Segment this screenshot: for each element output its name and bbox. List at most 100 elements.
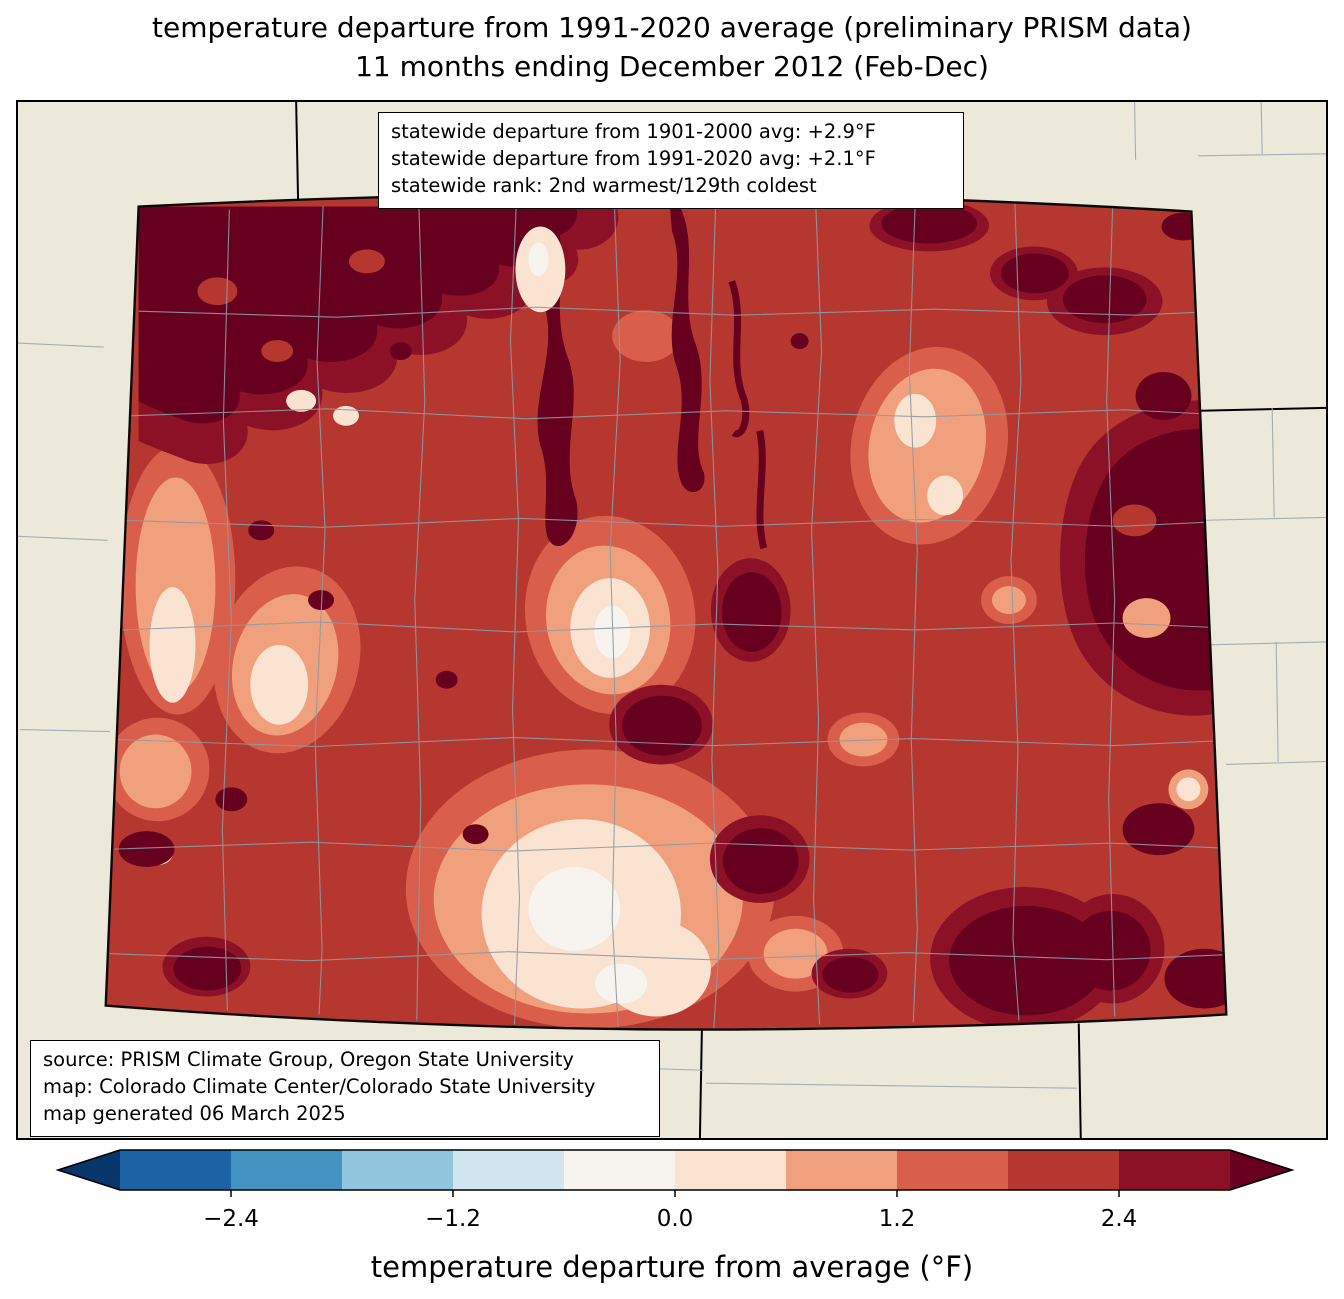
county-line <box>113 841 1227 852</box>
anomaly-region <box>992 586 1026 615</box>
colorbar-under-arrow <box>58 1150 120 1190</box>
county-line <box>1198 153 1326 157</box>
source-box: source: PRISM Climate Group, Oregon Stat… <box>30 1040 660 1137</box>
anomaly-region <box>927 475 964 516</box>
anomaly-region <box>119 734 192 809</box>
county-line <box>1134 102 1137 160</box>
neighbor-border-line <box>295 102 300 204</box>
county-line <box>138 306 1220 318</box>
colorbar-segment <box>453 1150 564 1190</box>
state-fill-layers <box>105 193 1227 1030</box>
county-line <box>129 408 1223 420</box>
anomaly-region <box>1176 777 1201 802</box>
anomaly-region <box>173 946 242 991</box>
county-line <box>1260 102 1263 154</box>
county-line <box>908 201 918 1023</box>
colorbar-tick-label: 2.4 <box>1101 1206 1138 1232</box>
county-line <box>19 729 110 733</box>
county-line <box>1204 641 1326 646</box>
anomaly-region <box>215 787 248 812</box>
anomaly-region <box>881 203 978 244</box>
source-line-1: source: PRISM Climate Group, Oregon Stat… <box>43 1048 574 1071</box>
colorbar-tick-label: 1.2 <box>879 1206 916 1232</box>
anomaly-region <box>1122 598 1171 638</box>
anomaly-region <box>949 905 1105 1016</box>
stats-line-1: statewide departure from 1901-2000 avg: … <box>391 120 876 143</box>
colorbar-segment <box>231 1150 342 1190</box>
anomaly-region <box>389 342 412 361</box>
anomaly-region <box>1135 371 1192 420</box>
colorbar-axis-label: temperature departure from average (°F) <box>371 1250 973 1284</box>
county-line <box>811 199 823 1025</box>
colorbar-segment <box>1119 1150 1230 1190</box>
map-panel: statewide departure from 1901-2000 avg: … <box>16 100 1328 1140</box>
county-line <box>1275 641 1279 762</box>
neighbor-border-line <box>1200 406 1326 412</box>
title-line-2: 11 months ending December 2012 (Feb-Dec) <box>355 50 989 84</box>
figure-title: temperature departure from 1991-2020 ave… <box>0 8 1344 86</box>
anomaly-region <box>594 606 631 658</box>
county-line <box>414 201 426 1021</box>
county-line <box>1010 203 1022 1021</box>
county-line <box>609 197 621 1027</box>
colorbar-segment <box>120 1150 231 1190</box>
county-line <box>117 736 1227 748</box>
stats-line-3: statewide rank: 2nd warmest/129th coldes… <box>391 173 817 197</box>
colorbar-segment <box>675 1150 786 1190</box>
anomaly-region <box>149 587 196 703</box>
anomaly-region <box>763 928 828 979</box>
colorbar-segment <box>564 1150 675 1190</box>
anomaly-region <box>612 310 680 362</box>
colorbar-segment <box>897 1150 1008 1190</box>
warm-anomaly-cores <box>118 199 1227 1030</box>
anomaly-region <box>595 963 648 1004</box>
county-line <box>221 209 232 1011</box>
light-spots <box>197 226 1209 810</box>
anomaly-region <box>722 828 799 894</box>
stats-box: statewide departure from 1901-2000 avg: … <box>378 112 964 209</box>
anomaly-region <box>248 520 275 541</box>
colorbar-tick-label: −2.4 <box>203 1206 259 1232</box>
county-line <box>1200 516 1326 521</box>
anomaly-region <box>528 867 621 951</box>
cool-anomaly-regions <box>105 310 1037 1029</box>
colorbar-segment <box>786 1150 897 1190</box>
county-line <box>705 1082 1077 1089</box>
county-line <box>1106 205 1116 1017</box>
county-line <box>1226 760 1326 765</box>
county-line <box>509 199 521 1025</box>
county-boundaries <box>109 197 1227 1029</box>
anomaly-region <box>1062 275 1147 324</box>
colorbar-outline <box>55 1149 1295 1191</box>
anomaly-region <box>197 277 238 306</box>
anomaly-region <box>790 333 809 350</box>
colorbar-segments <box>120 1150 1230 1190</box>
anomaly-region <box>261 340 294 362</box>
neighbor-border-line <box>698 1028 703 1138</box>
neighbor-state-borders <box>295 102 1326 1138</box>
anomaly-region <box>1000 253 1069 294</box>
anomaly-region <box>118 831 175 868</box>
colorbar-tick-label: 0.0 <box>657 1206 694 1232</box>
anomaly-region <box>1084 428 1227 691</box>
anomaly-region <box>728 280 750 438</box>
county-line <box>125 517 1225 528</box>
county-line <box>109 951 1227 962</box>
colorbar-segment <box>1008 1150 1119 1190</box>
anomaly-region <box>839 722 888 757</box>
anomaly-region <box>138 206 578 424</box>
anomaly-region <box>756 430 768 550</box>
neighbor-border-line <box>1077 1023 1082 1138</box>
anomaly-region <box>822 956 879 993</box>
anomaly-region <box>1122 803 1195 856</box>
anomaly-region <box>1164 948 1227 1009</box>
anomaly-region <box>348 249 385 274</box>
anomaly-region <box>894 393 937 448</box>
anomaly-region <box>286 389 317 412</box>
anomaly-region <box>622 695 702 756</box>
colorbar-segment <box>342 1150 453 1190</box>
colorbar: −2.4 −1.2 0.0 1.2 2.4 temperature depart… <box>55 1149 1295 1284</box>
county-line <box>709 197 720 1029</box>
anomaly-region <box>435 670 458 689</box>
colorbar-tick-label: −1.2 <box>425 1206 481 1232</box>
